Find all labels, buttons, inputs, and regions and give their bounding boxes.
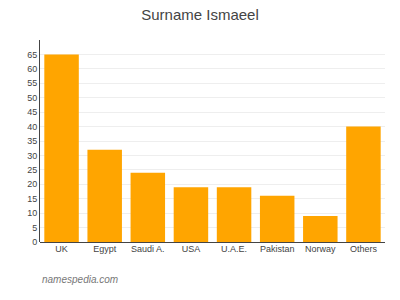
svg-text:55: 55 [27,78,37,88]
svg-text:U.A.E.: U.A.E. [221,244,247,254]
svg-text:Norway: Norway [305,244,336,254]
svg-text:60: 60 [27,64,37,74]
svg-text:35: 35 [27,136,37,146]
svg-text:0: 0 [32,237,37,247]
svg-text:10: 10 [27,208,37,218]
svg-text:45: 45 [27,107,37,117]
svg-text:20: 20 [27,179,37,189]
svg-text:namespedia.com: namespedia.com [42,274,118,285]
svg-text:25: 25 [27,165,37,175]
svg-text:Egypt: Egypt [93,244,117,254]
svg-text:30: 30 [27,151,37,161]
svg-text:40: 40 [27,122,37,132]
svg-text:USA: USA [182,244,201,254]
svg-text:50: 50 [27,93,37,103]
svg-text:Pakistan: Pakistan [260,244,295,254]
svg-text:5: 5 [32,223,37,233]
svg-text:UK: UK [55,244,68,254]
svg-text:Others: Others [350,244,378,254]
svg-text:15: 15 [27,194,37,204]
svg-text:Saudi A.: Saudi A. [131,244,165,254]
svg-text:65: 65 [27,50,37,60]
svg-text:Surname Ismaeel: Surname Ismaeel [141,6,259,23]
